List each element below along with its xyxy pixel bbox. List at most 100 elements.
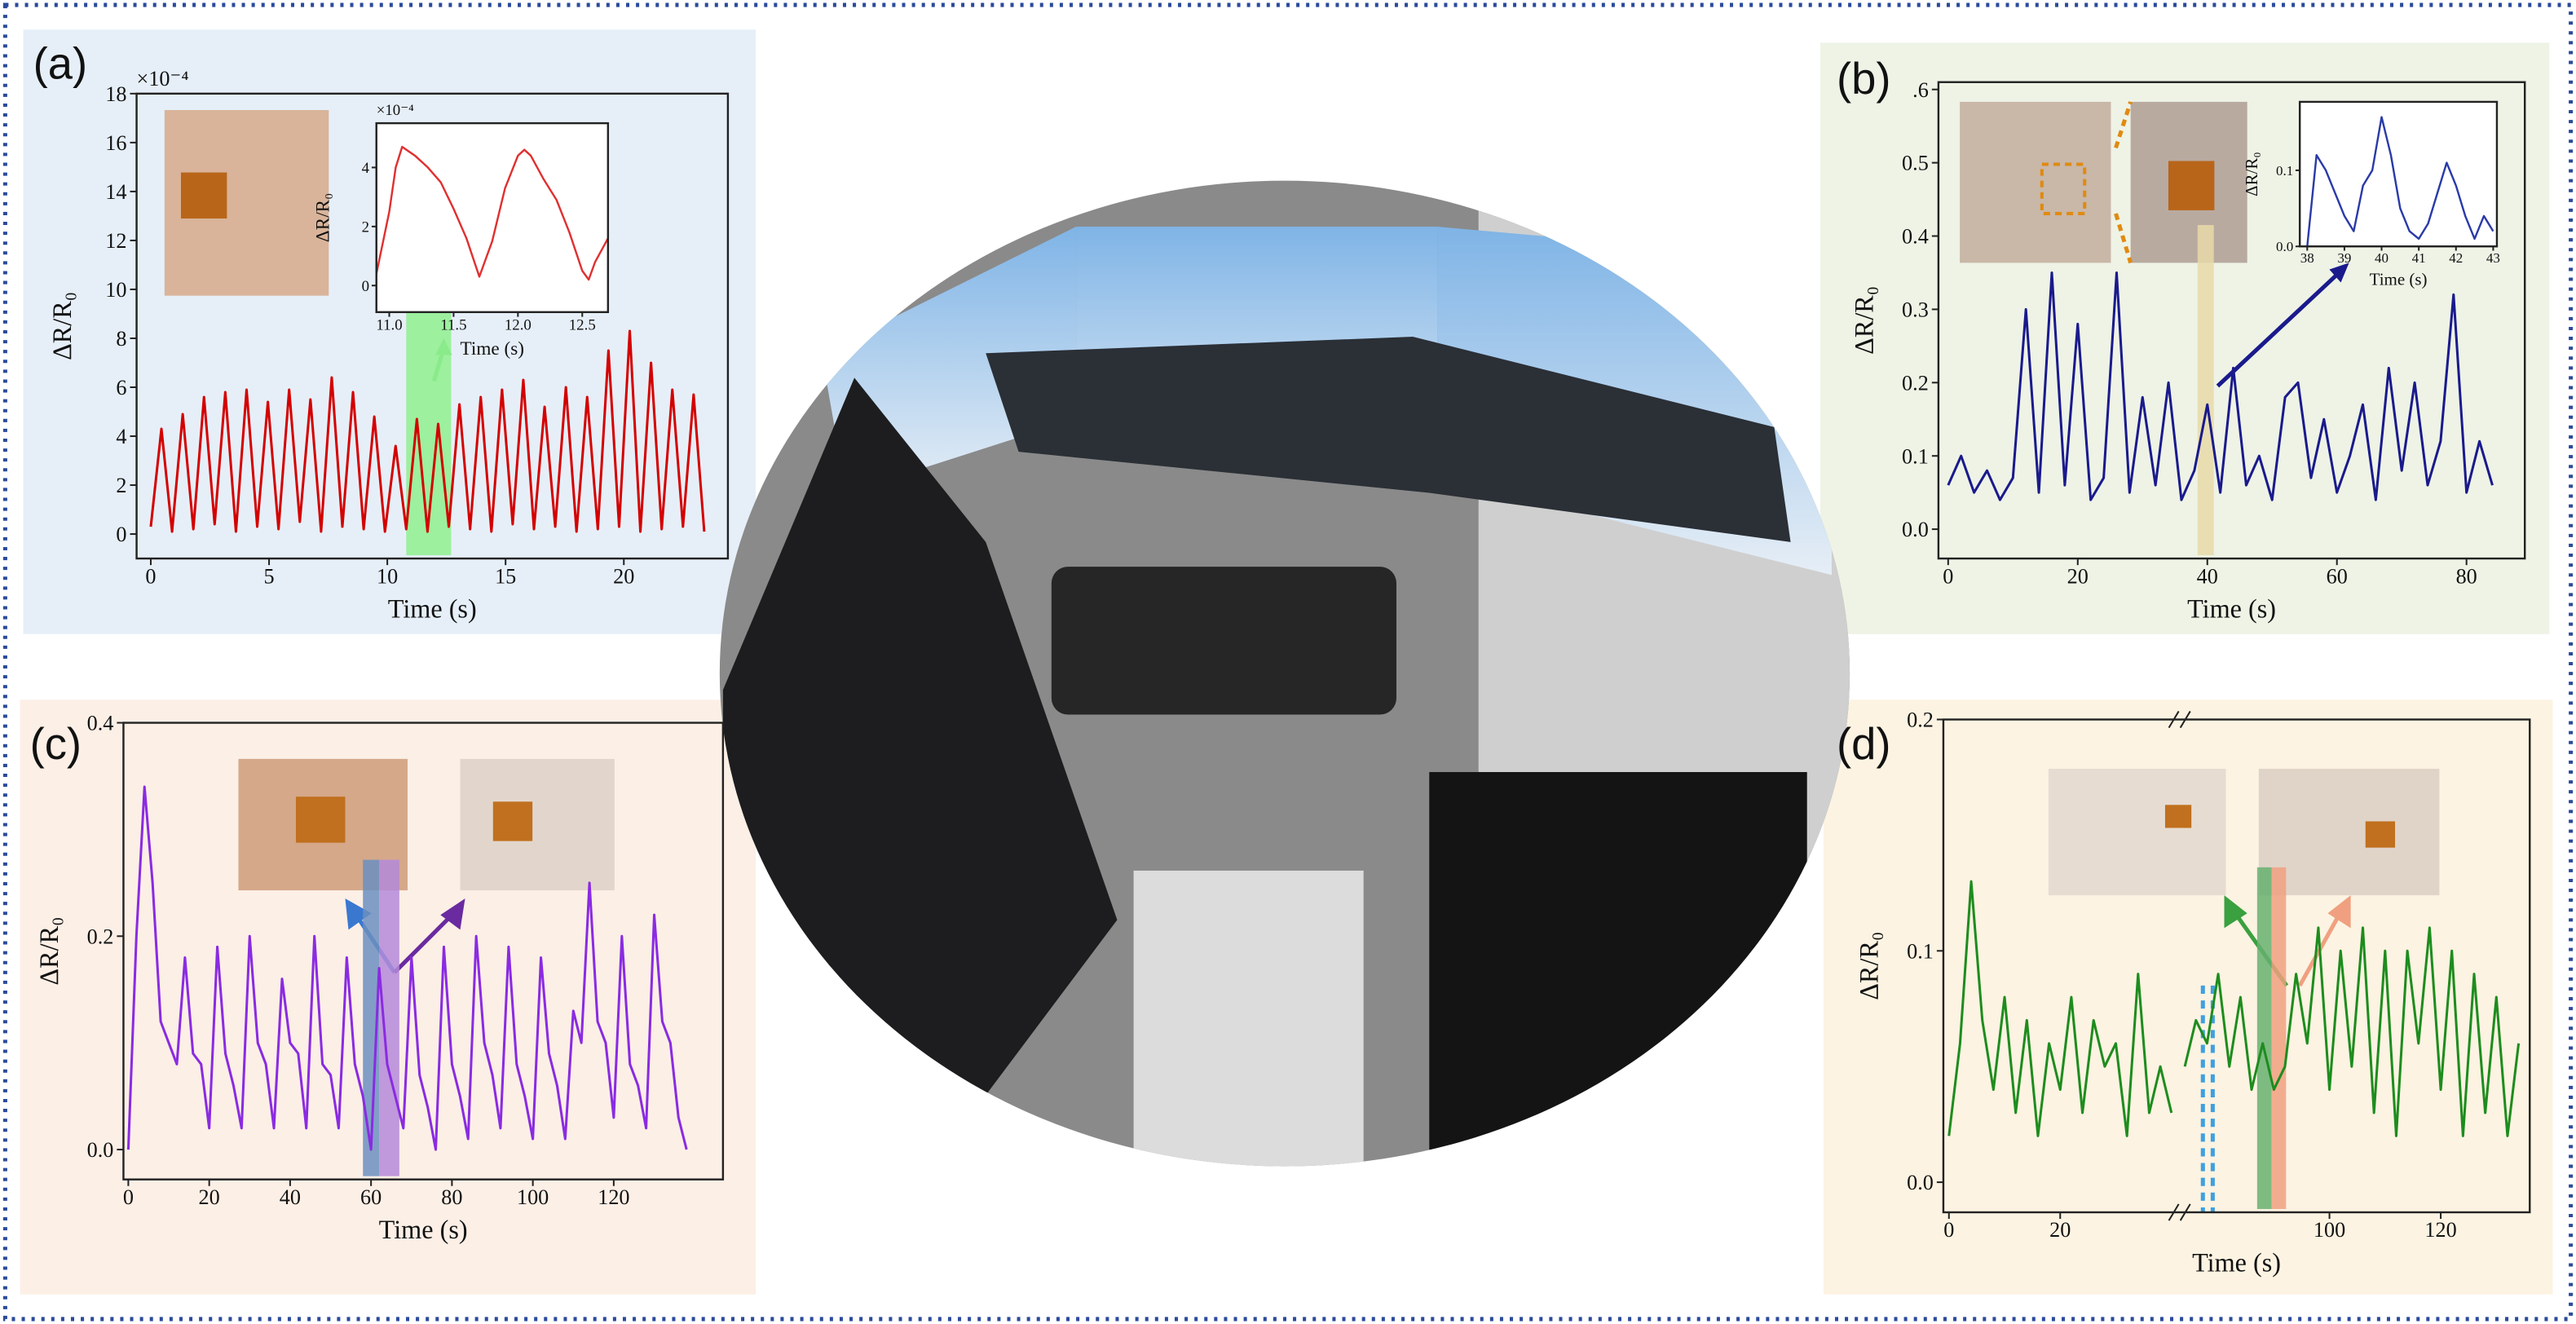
x-axis-label: Time (s) <box>388 594 477 624</box>
chart: 0 20 40 60 80 100 120 0.0 0.2 0.4 Time (s) ΔR/R₀ (c) <box>30 712 725 1244</box>
x-tick-label: 12.0 <box>505 317 532 334</box>
signal-line <box>1947 880 2521 1137</box>
x-tick-label: 0 <box>123 1185 134 1209</box>
y-tick-label: 0 <box>116 523 126 546</box>
y-tick-label: 0.4 <box>87 712 114 735</box>
axis-box <box>1942 718 2531 1214</box>
chart: 38 39 40 41 42 43 0.0 0.1 Time (s) ΔR/R₀ <box>2242 100 2500 289</box>
y-axis-label: ΔR/R₀ <box>1854 932 1883 1000</box>
y-tick-label: 6 <box>116 376 126 399</box>
x-axis-label: Time (s) <box>2192 1248 2281 1278</box>
x-axis-label: Time (s) <box>461 338 524 360</box>
multimeter <box>1133 870 1364 1167</box>
sensor-patch <box>2365 821 2396 848</box>
axis-multiplier: ×10⁻⁴ <box>377 102 414 119</box>
arrow-head <box>2329 263 2349 283</box>
x-tick-label: 11.0 <box>376 317 402 334</box>
x-tick-label: 20 <box>2067 564 2089 588</box>
y-tick-label: 0.1 <box>1902 444 1929 468</box>
photo-hand-2 <box>460 758 615 891</box>
controls <box>1051 567 1396 715</box>
photo-finger-2 <box>2258 768 2440 896</box>
x-tick-label: 100 <box>517 1185 549 1209</box>
signal-line <box>375 145 609 281</box>
y-tick-label: 0.2 <box>1902 371 1929 395</box>
y-tick-label: 4 <box>116 425 126 448</box>
y-axis-label: ΔR/R₀ <box>47 292 77 360</box>
x-axis-label: Time (s) <box>379 1215 468 1244</box>
desk <box>1429 771 1807 1167</box>
highlight-band <box>363 859 380 1176</box>
chart: 11.0 11.5 12.0 12.5 0 2 4 Time (s) ΔR/R₀ ×10⁻⁴ <box>313 102 610 360</box>
photo-finger-1 <box>2048 768 2226 896</box>
x-tick-label: 40 <box>280 1185 301 1209</box>
sensor-patch <box>180 172 227 218</box>
y-tick-label: 18 <box>105 82 126 106</box>
y-tick-label: 0.2 <box>87 925 114 948</box>
simulator-photo <box>719 180 1850 1167</box>
axis-box <box>2298 100 2499 248</box>
x-tick-label: 41 <box>2412 250 2426 266</box>
arrow <box>393 911 456 974</box>
x-tick-label: 20 <box>2049 1218 2071 1242</box>
y-tick-label: 0 <box>362 278 369 295</box>
y-tick-label: 12 <box>105 229 126 253</box>
axis-box <box>122 722 725 1181</box>
x-tick-label: 20 <box>613 564 634 588</box>
x-tick-label: 5 <box>263 564 274 588</box>
highlight-band <box>2271 867 2287 1209</box>
arrow-heads <box>345 263 2351 930</box>
x-tick-label: 0 <box>1943 1218 1954 1242</box>
inset-bg <box>376 123 608 312</box>
panel-label: (a) <box>33 39 87 89</box>
x-tick-label: 40 <box>2375 250 2389 266</box>
arrow-head <box>2224 895 2247 929</box>
y-tick-label: 0.1 <box>2276 163 2293 179</box>
x-tick-label: 60 <box>2327 564 2348 588</box>
sensor-patch <box>2168 161 2215 210</box>
y-tick-label: 2 <box>116 474 126 497</box>
y-tick-label: 10 <box>105 278 126 302</box>
y-axis-label: ΔR/R₀ <box>2242 152 2261 196</box>
x-tick-label: 120 <box>2424 1218 2456 1242</box>
zoom-lines <box>2114 101 2133 264</box>
x-tick-label: 0 <box>1943 564 1953 588</box>
x-tick-label: 40 <box>2197 564 2218 588</box>
y-tick-label: 0.0 <box>87 1138 114 1162</box>
axis-box <box>1937 81 2526 560</box>
highlight-band <box>2197 225 2214 556</box>
inset-bg <box>2300 101 2497 247</box>
panel-label: (b) <box>1837 54 1890 104</box>
x-tick-label: 80 <box>2456 564 2477 588</box>
y-tick-label: 0.2 <box>1907 708 1934 732</box>
axis-break <box>2168 710 2191 729</box>
axis-break <box>2168 1203 2191 1221</box>
axis-multiplier: ×10⁻⁴ <box>137 67 189 90</box>
panel-label: (c) <box>30 719 82 769</box>
x-tick-label: 100 <box>2314 1218 2345 1242</box>
arrow <box>2216 269 2343 388</box>
y-tick-label: .6 <box>1912 78 1929 102</box>
arrow-head <box>345 898 372 930</box>
x-tick-label: 39 <box>2337 250 2351 266</box>
x-tick-label: 42 <box>2449 250 2463 266</box>
x-tick-label: 20 <box>199 1185 220 1209</box>
x-tick-label: 12.5 <box>569 317 596 334</box>
x-tick-label: 10 <box>377 564 398 588</box>
x-tick-label: 60 <box>360 1185 382 1209</box>
sensor-patch <box>296 797 346 843</box>
axis-box <box>375 121 610 314</box>
y-tick-label: 0.4 <box>1902 225 1929 249</box>
x-tick-label: 15 <box>495 564 516 588</box>
x-tick-label: 0 <box>145 564 156 588</box>
instrument-panel <box>986 337 1791 542</box>
y-tick-label: 4 <box>362 160 370 177</box>
y-tick-label: 2 <box>362 218 369 236</box>
y-tick-label: 8 <box>116 327 126 351</box>
chart: 0 20 40 60 80 0.0 0.1 0.2 0.3 0.4 0.5 .6 Time (s) ΔR/… <box>1837 54 2526 624</box>
